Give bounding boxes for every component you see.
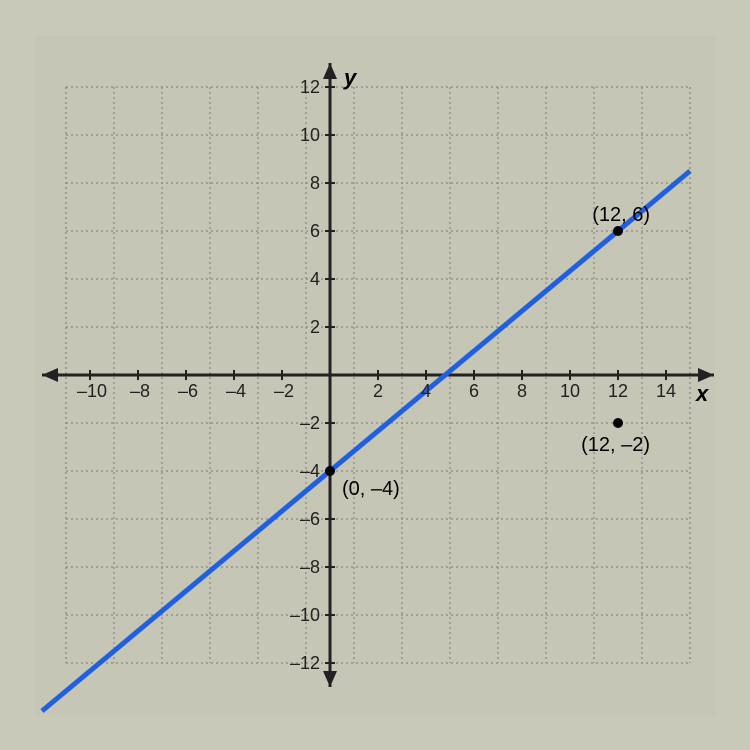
y-tick-label: –2: [300, 413, 320, 433]
x-tick-label: 6: [469, 381, 479, 401]
plotted-point: [613, 226, 623, 236]
y-axis-label: y: [343, 65, 358, 90]
x-tick-label: –10: [77, 381, 107, 401]
y-tick-label: 4: [310, 269, 320, 289]
x-tick-label: 14: [656, 381, 676, 401]
x-tick-label: 12: [608, 381, 628, 401]
x-tick-label: 10: [560, 381, 580, 401]
x-tick-label: 4: [421, 381, 431, 401]
y-tick-label: –6: [300, 509, 320, 529]
x-tick-label: 2: [373, 381, 383, 401]
y-tick-label: 8: [310, 173, 320, 193]
point-label: (12, 6): [592, 204, 650, 226]
x-tick-label: –2: [274, 381, 294, 401]
plotted-point: [613, 418, 623, 428]
y-tick-label: 6: [310, 221, 320, 241]
y-tick-label: –12: [290, 653, 320, 673]
x-tick-label: 8: [517, 381, 527, 401]
chart-svg: –10 –8 –6 –4 –2 2 4 6 8 10 12 14 –12 –10 –8 –6 –4 –2 2 4 6 8 1…: [35, 35, 715, 715]
x-axis-label: x: [695, 381, 709, 406]
y-tick-label: –4: [300, 461, 320, 481]
plotted-point: [325, 466, 335, 476]
y-tick-label: 12: [300, 77, 320, 97]
coordinate-plane-chart: –10 –8 –6 –4 –2 2 4 6 8 10 12 14 –12 –10 –8 –6 –4 –2 2 4 6 8 1…: [35, 35, 715, 715]
y-tick-label: –8: [300, 557, 320, 577]
point-label: (0, –4): [342, 478, 400, 500]
point-label: (12, –2): [581, 434, 650, 456]
x-tick-label: –6: [178, 381, 198, 401]
x-tick-label: –4: [226, 381, 246, 401]
y-tick-label: 10: [300, 125, 320, 145]
y-tick-label: –10: [290, 605, 320, 625]
x-tick-label: –8: [130, 381, 150, 401]
y-tick-label: 2: [310, 317, 320, 337]
